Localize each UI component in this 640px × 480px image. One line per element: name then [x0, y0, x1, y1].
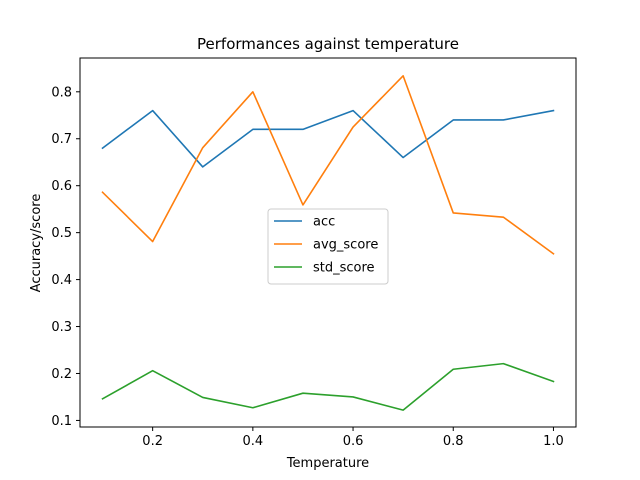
x-tick-label: 0.6	[343, 434, 364, 449]
series-lines	[101, 75, 555, 411]
x-tick-label: 0.2	[142, 434, 163, 449]
legend-label: acc	[313, 215, 335, 230]
y-tick-label: 0.1	[51, 414, 72, 429]
legend-label: avg_score	[313, 238, 378, 253]
legend-label: std_score	[313, 261, 375, 276]
series-line-std-score	[101, 362, 555, 411]
y-axis: 0.1 0.2 0.3 0.4 0.5 0.6 0.7 0.8	[51, 85, 80, 429]
y-axis-label: Accuracy/score	[29, 194, 44, 293]
series-line-avg-score	[101, 75, 555, 255]
y-tick-label: 0.2	[51, 367, 72, 382]
y-tick-label: 0.4	[51, 273, 72, 288]
y-tick-label: 0.3	[51, 320, 72, 335]
x-axis: 0.2 0.4 0.6 0.8 1.0	[142, 427, 564, 449]
y-tick-label: 0.8	[51, 85, 72, 100]
legend: acc avg_score std_score	[267, 208, 389, 285]
x-tick-label: 0.8	[443, 434, 464, 449]
y-tick-label: 0.6	[51, 179, 72, 194]
plot-area	[79, 57, 577, 428]
chart-title: Performances against temperature	[197, 35, 459, 53]
y-tick-label: 0.5	[51, 226, 72, 241]
y-tick-label: 0.7	[51, 132, 72, 147]
x-tick-label: 0.4	[243, 434, 264, 449]
legend-box	[267, 208, 389, 285]
x-tick-label: 1.0	[543, 434, 564, 449]
x-axis-label: Temperature	[286, 456, 369, 471]
series-line-acc	[101, 109, 555, 168]
